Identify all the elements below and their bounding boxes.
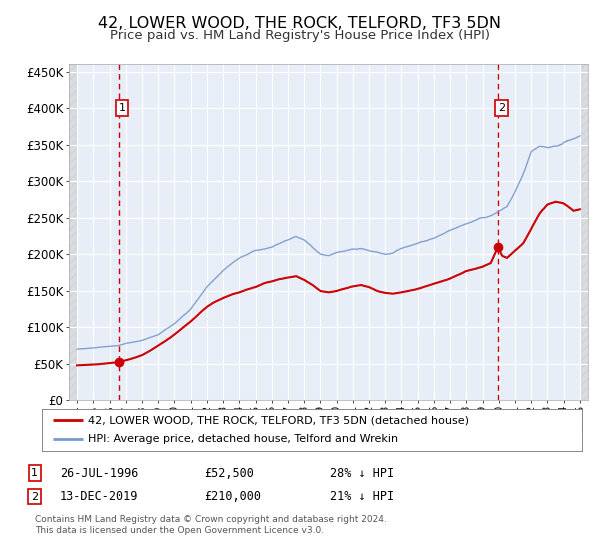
Text: 42, LOWER WOOD, THE ROCK, TELFORD, TF3 5DN (detached house): 42, LOWER WOOD, THE ROCK, TELFORD, TF3 5… bbox=[88, 415, 469, 425]
Text: 28% ↓ HPI: 28% ↓ HPI bbox=[330, 466, 394, 480]
Text: Price paid vs. HM Land Registry's House Price Index (HPI): Price paid vs. HM Land Registry's House … bbox=[110, 29, 490, 42]
Text: 1: 1 bbox=[31, 468, 38, 478]
Text: Contains HM Land Registry data © Crown copyright and database right 2024.: Contains HM Land Registry data © Crown c… bbox=[35, 515, 386, 524]
Text: 21% ↓ HPI: 21% ↓ HPI bbox=[330, 490, 394, 503]
Text: HPI: Average price, detached house, Telford and Wrekin: HPI: Average price, detached house, Telf… bbox=[88, 435, 398, 445]
Text: £210,000: £210,000 bbox=[204, 490, 261, 503]
Text: 26-JUL-1996: 26-JUL-1996 bbox=[60, 466, 139, 480]
Text: 1: 1 bbox=[119, 103, 125, 113]
Text: 2: 2 bbox=[31, 492, 38, 502]
Text: This data is licensed under the Open Government Licence v3.0.: This data is licensed under the Open Gov… bbox=[35, 526, 324, 535]
Text: 13-DEC-2019: 13-DEC-2019 bbox=[60, 490, 139, 503]
Text: £52,500: £52,500 bbox=[204, 466, 254, 480]
Text: 2: 2 bbox=[497, 103, 505, 113]
Text: 42, LOWER WOOD, THE ROCK, TELFORD, TF3 5DN: 42, LOWER WOOD, THE ROCK, TELFORD, TF3 5… bbox=[98, 16, 502, 31]
